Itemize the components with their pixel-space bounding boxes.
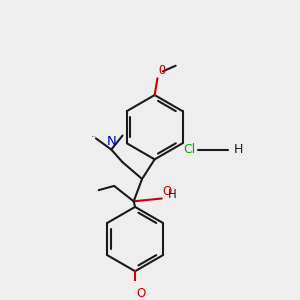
Text: H: H — [168, 188, 177, 201]
Text: O: O — [163, 185, 172, 198]
Text: Cl: Cl — [183, 143, 195, 156]
Text: N: N — [106, 135, 116, 148]
Text: H: H — [234, 143, 243, 156]
Text: O: O — [136, 286, 146, 300]
Text: methyl: methyl — [92, 136, 97, 137]
Text: O: O — [159, 64, 166, 77]
